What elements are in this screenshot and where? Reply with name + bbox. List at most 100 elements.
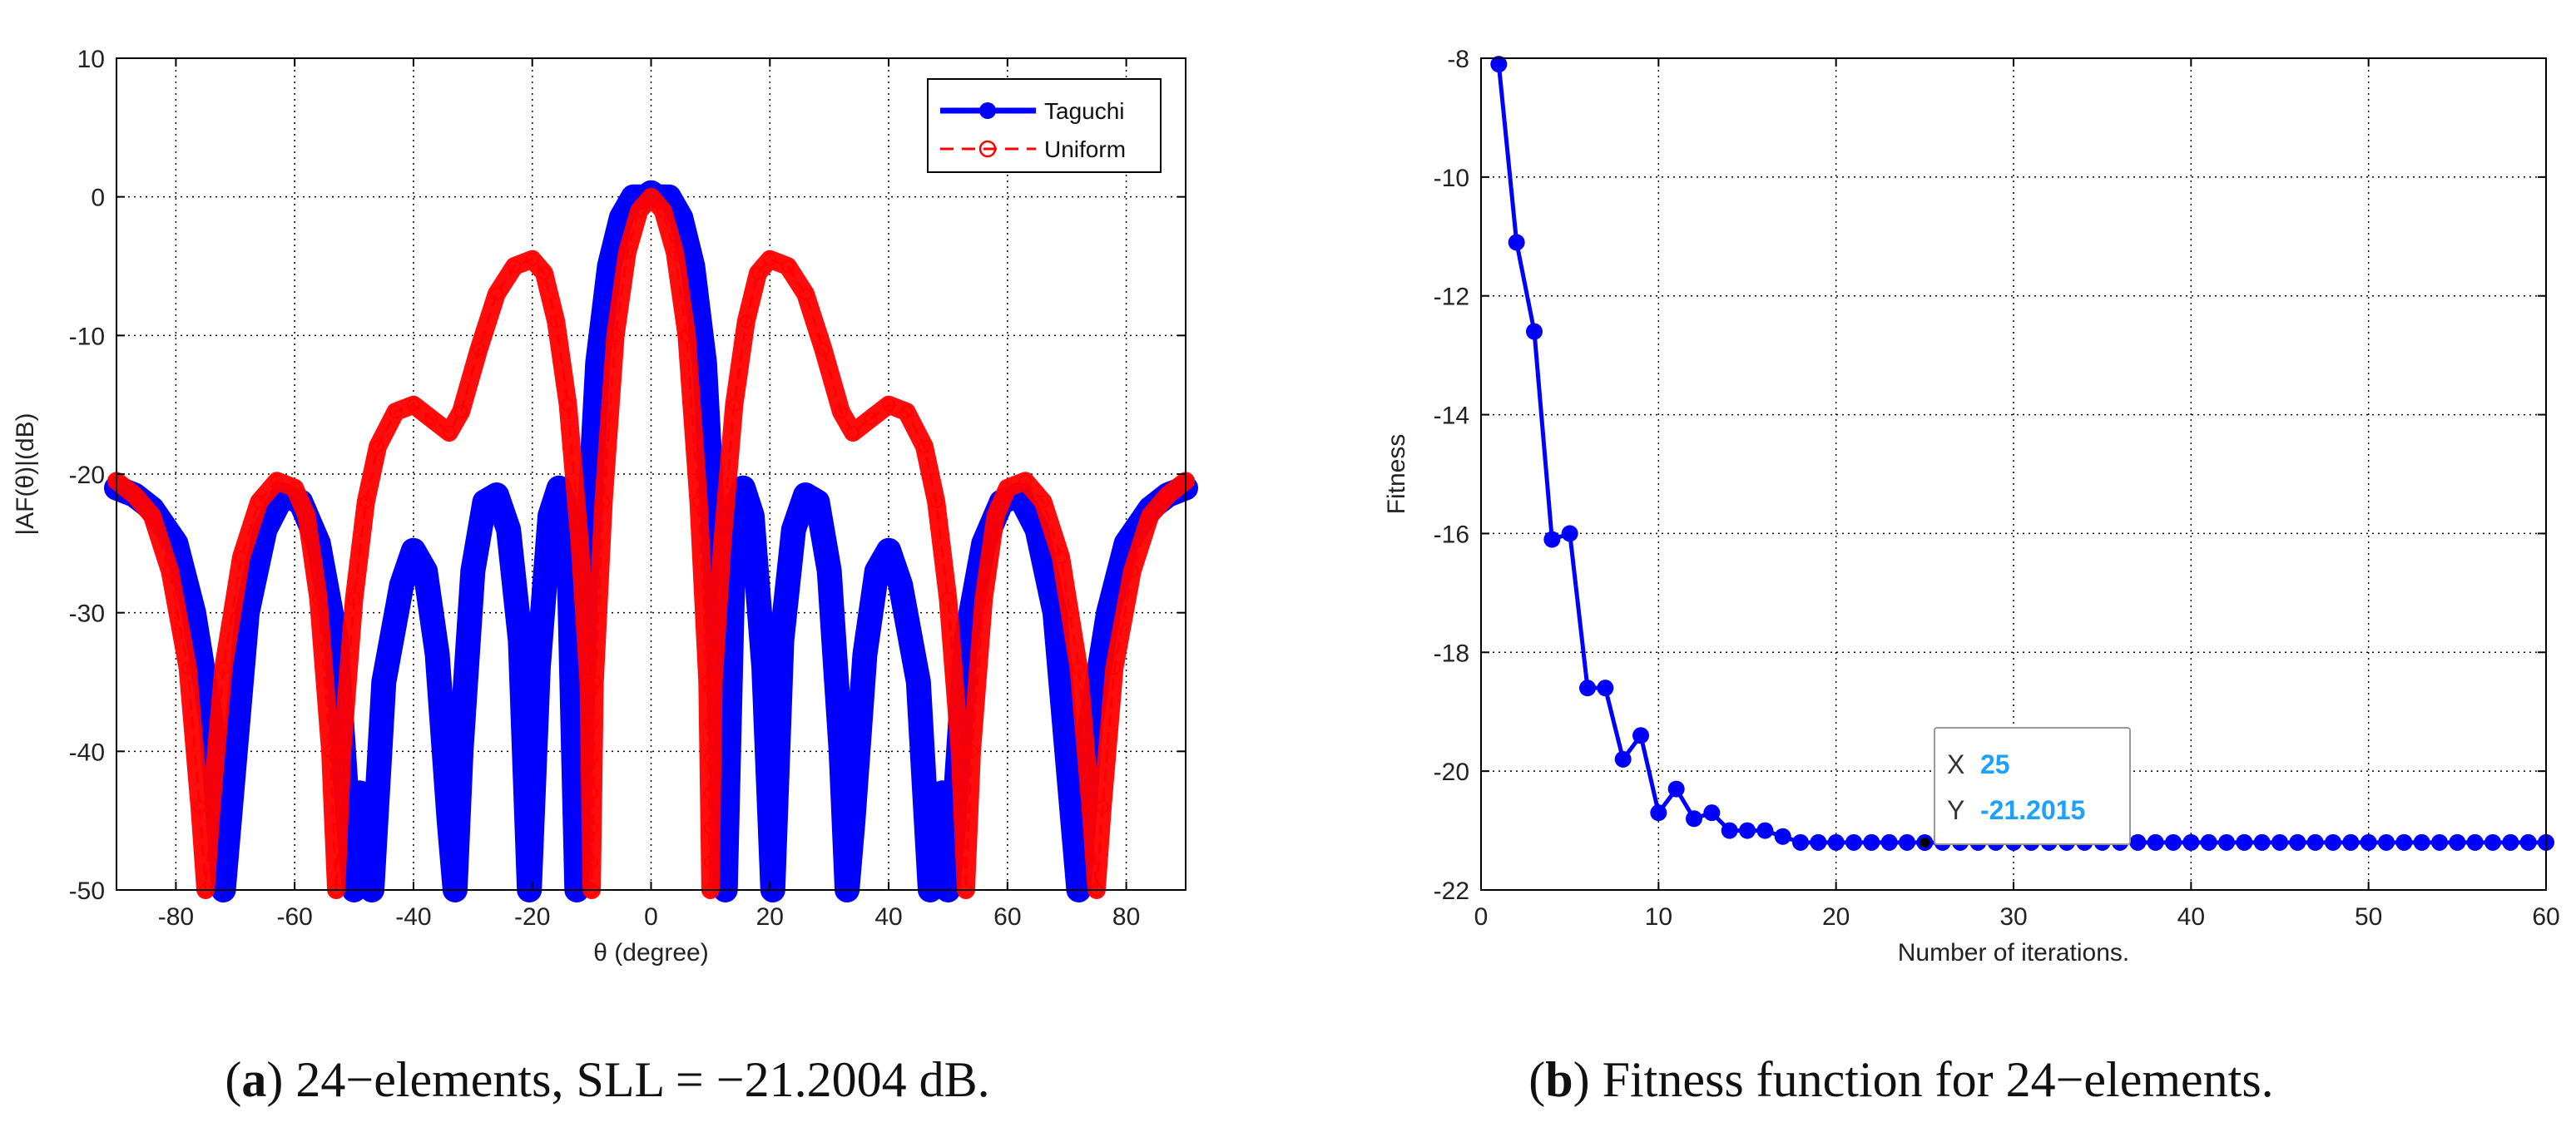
- y-axis-label: |AF(θ)|(dB): [12, 413, 39, 535]
- data-point-taguchi: [354, 787, 366, 799]
- data-point-taguchi: [758, 662, 770, 675]
- fitness-data-point: [1526, 323, 1543, 340]
- data-point-uniform: [703, 786, 717, 800]
- data-point-taguchi: [419, 565, 432, 577]
- data-point-uniform: [1143, 509, 1157, 522]
- fitness-data-point: [1703, 804, 1721, 822]
- data-point-uniform: [205, 800, 219, 813]
- fitness-data-point: [2360, 833, 2377, 851]
- fitness-data-point: [2449, 833, 2466, 851]
- legend-box: [927, 78, 1162, 173]
- fitness-data-point: [2271, 833, 2288, 851]
- data-point-taguchi: [592, 357, 604, 369]
- data-point-uniform: [234, 551, 248, 564]
- y-tick-label: -22: [1434, 877, 1469, 905]
- data-point-uniform: [549, 314, 563, 329]
- data-point-uniform: [582, 675, 596, 689]
- chart-a-array-factor: -80 -60 -40 -20 0 20 40 60 80100-10-20-30-40-50T…: [12, 46, 1198, 966]
- fitness-data-point: [2466, 833, 2484, 851]
- datatip-box: [1934, 727, 2131, 845]
- data-point-uniform: [620, 245, 634, 260]
- x-tick-label: 10: [1645, 903, 1672, 931]
- data-point-taguchi: [544, 510, 557, 522]
- x-tick-label: 40: [874, 903, 902, 931]
- y-tick-label: -18: [1434, 640, 1469, 667]
- data-point-uniform: [608, 329, 622, 343]
- data-point-taguchi: [407, 544, 419, 556]
- fitness-data-point: [1490, 56, 1508, 73]
- chart-b-fitness: 0 10 20 30 40 50 60 -8 -10 -12 -14 -16 -18 -20 -22 X 25 Y…: [1383, 46, 2560, 966]
- data-point-uniform: [751, 266, 765, 280]
- data-point-uniform: [739, 314, 753, 329]
- data-point-uniform: [668, 245, 682, 260]
- data-point-uniform: [561, 398, 575, 412]
- fitness-data-point: [1579, 680, 1596, 697]
- data-point-taguchi: [686, 260, 699, 272]
- data-point-uniform: [525, 252, 539, 266]
- series-line-uniform-core: [116, 195, 1186, 891]
- fitness-data-point: [1880, 833, 1898, 851]
- data-point-uniform: [799, 287, 813, 301]
- fitness-data-point: [2502, 833, 2519, 851]
- x-tick-label: 30: [1999, 903, 2027, 931]
- fitness-data-point: [1667, 780, 1685, 798]
- data-point-taguchi: [431, 648, 443, 660]
- data-point-uniform: [288, 481, 302, 495]
- data-point-taguchi: [490, 489, 503, 501]
- data-point-taguchi: [455, 745, 468, 758]
- fitness-data-point: [1827, 833, 1845, 851]
- fitness-data-point: [2200, 833, 2217, 851]
- fitness-data-point: [2306, 833, 2324, 851]
- data-point-taguchi: [662, 190, 675, 203]
- datatip-x-key: X: [1947, 749, 1964, 779]
- data-point-uniform: [597, 495, 611, 509]
- fitness-data-point: [2165, 833, 2182, 851]
- data-point-uniform: [347, 592, 361, 606]
- data-point-uniform: [181, 661, 195, 675]
- y-tick-label: 0: [91, 185, 105, 212]
- data-point-taguchi: [241, 606, 254, 619]
- data-point-uniform: [585, 821, 599, 834]
- data-point-uniform: [371, 439, 385, 453]
- data-point-uniform: [763, 252, 777, 266]
- data-point-uniform: [359, 495, 373, 509]
- data-point-uniform: [1036, 495, 1050, 509]
- fitness-line: [1496, 63, 2546, 845]
- x-axis-label: Number of iterations.: [1898, 939, 2129, 966]
- data-point-uniform: [585, 717, 599, 730]
- data-point-uniform: [703, 682, 717, 696]
- x-tick-label: 60: [993, 903, 1021, 931]
- data-point-taguchi: [959, 635, 972, 646]
- data-point-taguchi: [259, 523, 271, 536]
- y-tick-label: -30: [69, 601, 105, 628]
- data-point-taguchi: [800, 489, 812, 501]
- legend-marker-taguchi: [979, 102, 996, 119]
- data-point-taguchi: [552, 482, 565, 494]
- x-tick-label: 40: [2177, 903, 2205, 931]
- data-point-uniform: [252, 495, 266, 509]
- data-point-taguchi: [395, 579, 408, 591]
- data-point-uniform: [127, 488, 141, 502]
- data-point-uniform: [846, 426, 860, 439]
- data-point-taguchi: [503, 523, 515, 536]
- data-point-uniform: [1000, 481, 1014, 495]
- data-point-uniform: [691, 495, 706, 509]
- data-point-uniform: [1125, 564, 1139, 578]
- data-point-taguchi: [1120, 537, 1132, 550]
- data-point-taguchi: [615, 211, 627, 224]
- fitness-data-point: [2129, 833, 2147, 851]
- x-tick-label: -80: [158, 903, 194, 931]
- y-tick-label: -16: [1434, 521, 1469, 548]
- legend: Taguchi Uniform: [927, 78, 1162, 173]
- data-point-uniform: [442, 426, 456, 439]
- fitness-data-point: [1810, 833, 1827, 851]
- y-tick-label: -40: [69, 739, 105, 766]
- data-point-uniform: [703, 717, 717, 730]
- data-point-uniform: [899, 405, 914, 418]
- fitness-data-point: [1561, 525, 1578, 542]
- data-point-uniform: [585, 647, 599, 661]
- data-point-uniform: [1107, 661, 1122, 675]
- fitness-data-point: [1543, 531, 1561, 548]
- data-point-uniform: [145, 509, 159, 522]
- data-point-taguchi: [330, 635, 343, 646]
